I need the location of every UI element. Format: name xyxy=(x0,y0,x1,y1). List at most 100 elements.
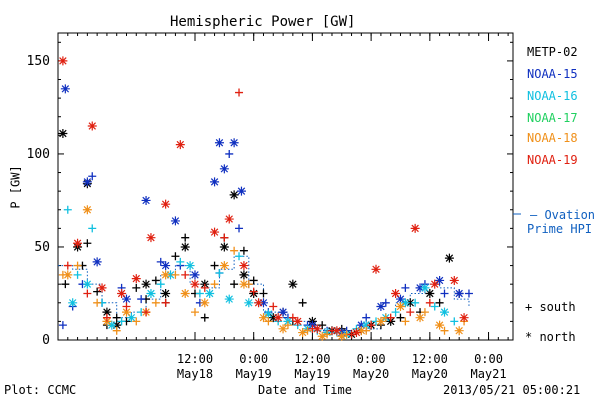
noaa16-north-point xyxy=(166,270,176,280)
metp02-south-point xyxy=(210,261,219,270)
noaa18-north-point xyxy=(356,326,366,336)
plot-frame xyxy=(57,32,514,341)
metp02-north-point xyxy=(444,253,454,263)
metp02-north-point xyxy=(268,313,278,323)
y-axis-label: P [GW] xyxy=(8,165,23,209)
metp02-north-point xyxy=(405,298,415,308)
noaa19-north-point xyxy=(332,326,342,336)
noaa18-north-point xyxy=(395,302,405,312)
noaa16-south-point xyxy=(450,317,459,326)
noaa19-south-point xyxy=(181,270,190,279)
noaa16-north-point xyxy=(126,313,136,323)
noaa18-south-point xyxy=(210,280,219,289)
noaa19-north-point xyxy=(97,283,107,293)
noaa16-north-point xyxy=(361,320,371,330)
metp02-north-point xyxy=(219,242,229,252)
noaa15-south-point xyxy=(225,149,234,158)
y-tick-label: 0 xyxy=(42,333,50,348)
noaa15-north-point xyxy=(376,302,386,312)
noaa15-south-point xyxy=(88,172,97,181)
noaa15-north-point xyxy=(141,195,151,205)
noaa16-north-point xyxy=(68,298,78,308)
metp02-south-point xyxy=(249,276,258,285)
metp02-south-point xyxy=(112,313,121,322)
noaa19-north-point xyxy=(312,324,322,334)
metp02-north-point xyxy=(102,307,112,317)
noaa15-north-point xyxy=(236,186,246,196)
noaa18-south-point xyxy=(151,298,160,307)
metp02-south-point xyxy=(318,321,327,330)
noaa15-north-point xyxy=(121,294,131,304)
noaa15-south-point xyxy=(464,289,473,298)
noaa15-north-point xyxy=(219,164,229,174)
noaa18-south-point xyxy=(440,326,449,335)
noaa18-north-point xyxy=(219,261,229,271)
noaa16-north-point xyxy=(185,261,195,271)
noaa15-north-point xyxy=(415,283,425,293)
metp02-south-point xyxy=(93,287,102,296)
noaa15-north-point xyxy=(435,275,445,285)
noaa15-north-point xyxy=(82,177,92,187)
y-tick-label: 100 xyxy=(27,147,50,162)
x-tick-time-label: 0:00 xyxy=(357,352,386,366)
noaa19-north-point xyxy=(224,214,234,224)
noaa18-north-point xyxy=(82,205,92,215)
noaa16-south-point xyxy=(430,302,439,311)
noaa16-north-point xyxy=(224,294,234,304)
noaa18-north-point xyxy=(454,326,464,336)
noaa18-north-point xyxy=(180,288,190,298)
noaa18-south-point xyxy=(401,317,410,326)
metp02-north-point xyxy=(229,190,239,200)
noaa19-south-point xyxy=(142,308,151,317)
noaa19-south-point xyxy=(200,283,209,292)
x-tick-date-label: May19 xyxy=(236,367,272,381)
noaa15-north-point xyxy=(92,257,102,267)
chart-title: Hemispheric Power [GW] xyxy=(170,14,356,30)
metp02-south-point xyxy=(396,313,405,322)
noaa15-south-point xyxy=(58,321,67,330)
noaa19-south-point xyxy=(161,298,170,307)
x-tick-date-label: May20 xyxy=(353,367,389,381)
noaa19-south-point xyxy=(220,233,229,242)
noaa16-south-point xyxy=(215,269,224,278)
noaa15-south-point xyxy=(362,313,371,322)
noaa18-south-point xyxy=(171,270,180,279)
metp02-north-point xyxy=(239,270,249,280)
metp02-north-point xyxy=(425,288,435,298)
noaa19-north-point xyxy=(131,274,141,284)
x-tick-time-label: 0:00 xyxy=(239,352,268,366)
metp02-south-point xyxy=(171,252,180,261)
noaa16-north-point xyxy=(440,307,450,317)
noaa19-south-point xyxy=(122,302,131,311)
metp02-south-point xyxy=(259,289,268,298)
noaa16-south-point xyxy=(156,280,165,289)
metp02-south-point xyxy=(435,298,444,307)
noaa18-north-point xyxy=(63,270,73,280)
metp02-south-point xyxy=(230,280,239,289)
noaa18-north-point xyxy=(200,298,210,308)
noaa15-north-point xyxy=(190,270,200,280)
metp02-south-point xyxy=(151,276,160,285)
noaa19-north-point xyxy=(273,313,283,323)
noaa15-north-point xyxy=(210,177,220,187)
noaa15-north-point xyxy=(60,84,70,94)
y-tick-label: 50 xyxy=(34,240,50,255)
metp02-north-point xyxy=(161,288,171,298)
noaa19-north-point xyxy=(239,261,249,271)
plot-credit: Plot: CCMC xyxy=(4,383,77,397)
noaa18-north-point xyxy=(415,313,425,323)
x-tick-date-label: May20 xyxy=(412,367,448,381)
noaa18-south-point xyxy=(264,317,273,326)
metp02-south-point xyxy=(298,298,307,307)
x-tick-time-label: 12:00 xyxy=(294,352,330,366)
noaa18-north-point xyxy=(121,307,131,317)
noaa19-south-point xyxy=(406,308,415,317)
legend-noaa16: NOAA-16 xyxy=(527,89,578,103)
metp02-south-point xyxy=(181,233,190,242)
noaa15-north-point xyxy=(454,288,464,298)
x-tick-date-label: May18 xyxy=(177,367,213,381)
noaa19-south-point xyxy=(235,88,244,97)
noaa19-south-point xyxy=(425,298,434,307)
metp02-north-point xyxy=(141,279,151,289)
